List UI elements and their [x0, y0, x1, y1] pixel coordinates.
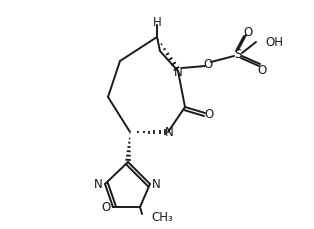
Text: O: O: [102, 201, 111, 214]
Text: O: O: [203, 58, 213, 71]
Text: O: O: [204, 107, 214, 120]
Text: N: N: [174, 65, 182, 78]
Text: N: N: [152, 178, 161, 191]
Text: H: H: [153, 15, 161, 28]
Text: OH: OH: [265, 35, 283, 48]
Text: N: N: [165, 126, 173, 139]
Text: CH₃: CH₃: [151, 211, 173, 224]
Text: S: S: [234, 48, 242, 61]
Text: O: O: [243, 25, 253, 38]
Text: N: N: [94, 178, 103, 191]
Text: O: O: [257, 63, 267, 76]
